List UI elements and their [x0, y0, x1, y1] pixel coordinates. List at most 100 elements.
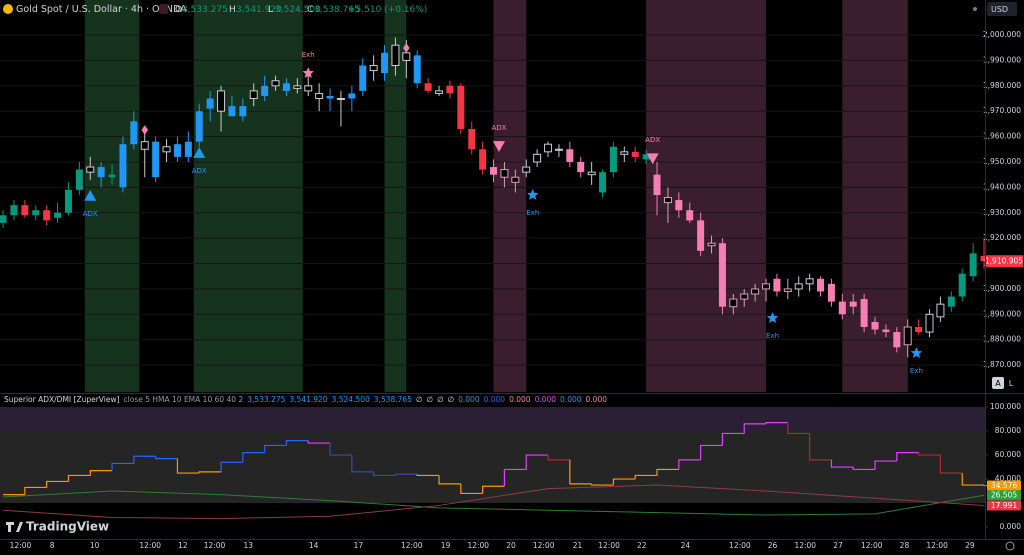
symbol-title[interactable]: Gold Spot / U.S. Dollar · 4h · OANDA: [16, 4, 187, 15]
candle-body: [783, 288, 792, 292]
indicator-tick-label: 40.000: [995, 474, 1021, 483]
candle-body: [119, 144, 127, 188]
adx-step: [307, 440, 331, 444]
indicator-tick-label: 100.000: [990, 402, 1021, 411]
candle-body: [686, 210, 694, 221]
ohlc-key: H: [229, 5, 236, 15]
auto-button[interactable]: [992, 377, 1004, 389]
adx-step: [416, 474, 440, 477]
x-tick-label: 12:00: [729, 541, 751, 550]
adx-step: [503, 468, 527, 487]
adx-step: [939, 455, 963, 474]
candle-body: [140, 141, 149, 150]
adx-step: [569, 459, 592, 485]
candle-body: [75, 169, 83, 190]
adx-step: [678, 459, 701, 470]
candle-body: [620, 151, 629, 155]
candle-body: [805, 278, 814, 285]
adx-step: [111, 462, 134, 471]
adx-step: [351, 455, 374, 473]
adx-step: [918, 452, 941, 456]
adx-step: [634, 474, 658, 480]
candle-body: [32, 210, 40, 216]
log-label[interactable]: L: [1009, 379, 1014, 388]
candle-body: [653, 174, 661, 195]
last-value-box: [987, 480, 1021, 491]
last-price-box: [986, 255, 1023, 268]
candle-body: [544, 143, 553, 153]
candle-body: [718, 243, 726, 307]
signal-marker: [646, 153, 659, 165]
y-tick-label: 1,950.000: [983, 157, 1021, 166]
candle-body: [228, 106, 236, 117]
indicator-title[interactable]: Superior ADX/DMI [ZuperView]: [4, 395, 120, 404]
candle-body: [402, 52, 411, 61]
candle-body: [304, 85, 313, 92]
adx-step: [743, 423, 767, 434]
adx-step: [787, 422, 810, 435]
candle-body: [446, 85, 454, 94]
ohlc-value: 3,538.765: [314, 5, 360, 15]
signal-label: Exh: [910, 367, 923, 375]
change: +5.510 (+0.16%): [348, 5, 427, 15]
adx-step: [700, 444, 723, 460]
adx-step: [830, 459, 854, 468]
symbol-icon[interactable]: [3, 4, 13, 14]
candle-body: [980, 255, 988, 262]
candle-body: [206, 98, 214, 109]
adx-step: [896, 452, 919, 462]
currency[interactable]: USD: [991, 5, 1008, 14]
indicator-zone: [0, 407, 985, 432]
candle-body: [751, 288, 760, 295]
candle-body: [97, 167, 105, 178]
candle-body: [631, 151, 639, 157]
adx-step: [961, 473, 985, 486]
candle-body: [577, 161, 585, 173]
signal-marker: [492, 141, 505, 152]
candle-body: [533, 153, 542, 163]
x-tick-label: 12:00: [204, 541, 226, 550]
indicator-params: close 5 HMA 10 EMA 10 60 40 2: [124, 395, 244, 404]
candle-body: [457, 85, 465, 129]
candle-body: [152, 141, 160, 178]
x-tick-label: 27: [833, 541, 843, 550]
indicator-value: 3,541.920: [289, 395, 327, 404]
ohlc-value: 3,541.920: [236, 5, 282, 15]
candle-body: [511, 176, 520, 183]
adx-step: [460, 483, 483, 495]
indicator-value: ∅: [448, 395, 455, 404]
adx-step: [852, 467, 876, 471]
candle-body: [849, 301, 857, 307]
candle-body: [882, 329, 890, 333]
signal-label: Exh: [766, 332, 779, 340]
indicator-value: 0.000: [560, 395, 582, 404]
ohlc-value: 3,533.275: [182, 5, 228, 15]
adx-step: [176, 458, 200, 474]
adx-step: [765, 422, 788, 424]
currency-button[interactable]: [987, 2, 1017, 16]
adx-step: [242, 452, 265, 463]
signal-label: ADX: [491, 124, 506, 132]
candle-body: [947, 296, 955, 307]
candle-body: [609, 146, 617, 173]
indicator-zone: [0, 431, 985, 504]
candle-body: [522, 166, 531, 173]
candle-body: [184, 141, 192, 157]
signal-band: [193, 0, 303, 392]
auto-label[interactable]: A: [995, 379, 1001, 388]
candle-body: [958, 273, 966, 297]
adx-step: [612, 478, 636, 486]
settings-gear[interactable]: [1005, 541, 1015, 551]
candle-body: [249, 90, 258, 100]
ohlc-key: C: [307, 5, 313, 15]
candle-body: [381, 52, 389, 74]
settings-dot[interactable]: [973, 7, 977, 11]
adx-step: [67, 474, 91, 482]
flag-button[interactable]: [159, 4, 168, 14]
candle-body: [490, 167, 498, 175]
indicator-value: 0.000: [586, 395, 608, 404]
last-value-box: [987, 490, 1021, 501]
adx-step: [198, 471, 222, 474]
adx-step: [46, 480, 69, 488]
candle-body: [903, 326, 912, 346]
